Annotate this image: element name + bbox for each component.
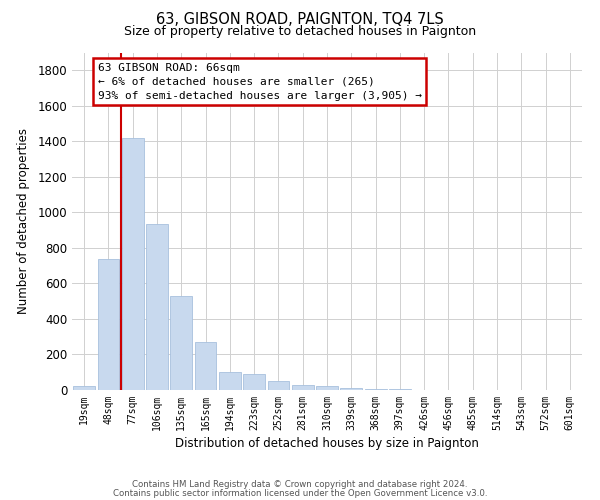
Text: Size of property relative to detached houses in Paignton: Size of property relative to detached ho… bbox=[124, 25, 476, 38]
Text: 63, GIBSON ROAD, PAIGNTON, TQ4 7LS: 63, GIBSON ROAD, PAIGNTON, TQ4 7LS bbox=[156, 12, 444, 28]
Bar bbox=[97, 260, 119, 390]
Bar bbox=[292, 385, 314, 390]
Bar bbox=[194, 342, 217, 390]
Bar bbox=[73, 386, 95, 390]
Y-axis label: Number of detached properties: Number of detached properties bbox=[17, 128, 31, 314]
Bar bbox=[243, 374, 265, 390]
Bar bbox=[268, 381, 289, 390]
Bar bbox=[365, 389, 386, 390]
Text: 63 GIBSON ROAD: 66sqm
← 6% of detached houses are smaller (265)
93% of semi-deta: 63 GIBSON ROAD: 66sqm ← 6% of detached h… bbox=[97, 62, 421, 100]
Bar bbox=[122, 138, 143, 390]
X-axis label: Distribution of detached houses by size in Paignton: Distribution of detached houses by size … bbox=[175, 437, 479, 450]
Bar bbox=[219, 372, 241, 390]
Bar bbox=[340, 388, 362, 390]
Bar bbox=[146, 224, 168, 390]
Bar bbox=[170, 296, 192, 390]
Text: Contains public sector information licensed under the Open Government Licence v3: Contains public sector information licen… bbox=[113, 488, 487, 498]
Text: Contains HM Land Registry data © Crown copyright and database right 2024.: Contains HM Land Registry data © Crown c… bbox=[132, 480, 468, 489]
Bar bbox=[316, 386, 338, 390]
